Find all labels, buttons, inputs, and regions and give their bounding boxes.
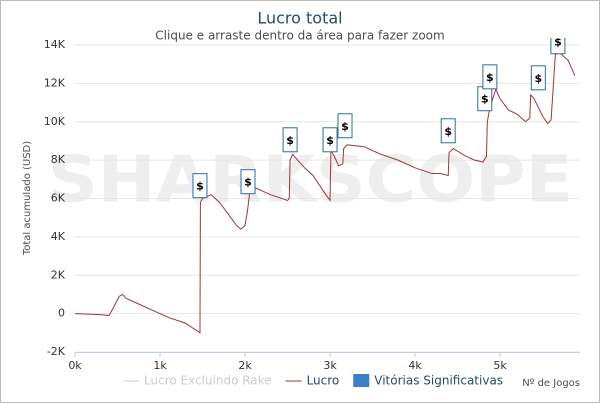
flag-label: $	[535, 72, 543, 85]
flag-box	[240, 169, 256, 195]
y-tick-label: 12K	[44, 76, 66, 89]
x-tick-label: 4k	[408, 359, 422, 372]
flag: $	[482, 64, 498, 90]
y-tick-label: -2K	[47, 345, 66, 358]
flag-label: $	[326, 134, 334, 147]
flag-label: $	[486, 71, 494, 84]
flag-box	[550, 38, 566, 55]
flag-label: $	[286, 134, 294, 147]
plot-area: $ $ $ $ $ $ $ $ $ $	[75, 36, 576, 334]
y-tick-label: 2K	[51, 268, 66, 281]
y-tick-label: 8K	[51, 153, 66, 166]
flag-label: $	[196, 180, 204, 193]
chart-title: Lucro total	[257, 9, 342, 28]
flag-label: $	[481, 93, 489, 106]
y-tick-label: 6K	[51, 192, 66, 205]
chart-subtitle: Clique e arraste dentro da área para faz…	[155, 29, 444, 43]
flag: $	[550, 36, 566, 55]
y-tick-label: 14K	[44, 38, 66, 51]
y-tick-label: 10K	[44, 115, 66, 128]
flag: $	[337, 113, 353, 139]
flag-box	[322, 127, 338, 153]
flag-label: $	[244, 176, 252, 189]
x-tick-label: 2k	[238, 359, 252, 372]
x-tick-label: 5k	[493, 359, 507, 372]
flag: $	[240, 169, 256, 195]
flag-box	[440, 118, 456, 144]
flag-label: $	[554, 36, 562, 49]
flag-box	[530, 65, 546, 91]
legend-label: Vitórias Significativas	[374, 374, 503, 388]
legend-label: Lucro	[307, 374, 340, 388]
watermark: SHARKSCOPE	[48, 144, 573, 218]
y-tick-label: 4K	[51, 230, 66, 243]
flag: $	[282, 127, 298, 153]
legend-symbol	[353, 374, 370, 387]
flag: $	[477, 86, 493, 112]
flag-box	[282, 127, 298, 153]
line-series	[75, 52, 576, 334]
x-axis-label: Nº de Jogos	[522, 378, 580, 389]
flag-box	[337, 113, 353, 139]
flag-box	[482, 64, 498, 90]
x-tick-label: 0k	[68, 359, 82, 372]
flag-label: $	[444, 125, 452, 138]
flag: $	[530, 65, 546, 91]
legend-label: Lucro Excluindo Rake	[144, 374, 272, 388]
flag: $	[440, 118, 456, 144]
flag: $	[322, 127, 338, 153]
y-axis-label: Total acumulado (USD)	[22, 141, 33, 256]
flag-label: $	[341, 120, 349, 133]
flag: $	[192, 173, 208, 199]
x-tick-label: 3k	[323, 359, 337, 372]
x-tick-label: 1k	[153, 359, 167, 372]
y-tick-label: 0	[58, 307, 65, 320]
flag-box	[192, 173, 208, 199]
